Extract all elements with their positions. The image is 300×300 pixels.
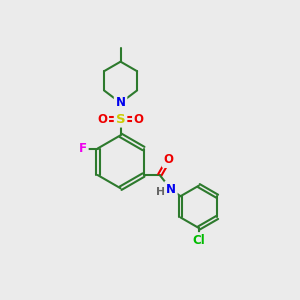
Text: O: O <box>164 153 173 166</box>
Text: N: N <box>116 96 126 110</box>
Text: Cl: Cl <box>193 234 205 247</box>
Text: H: H <box>156 187 165 196</box>
Text: O: O <box>134 112 144 126</box>
Text: F: F <box>79 142 87 155</box>
Text: S: S <box>116 112 125 126</box>
Text: N: N <box>166 183 176 196</box>
Text: O: O <box>97 112 107 126</box>
